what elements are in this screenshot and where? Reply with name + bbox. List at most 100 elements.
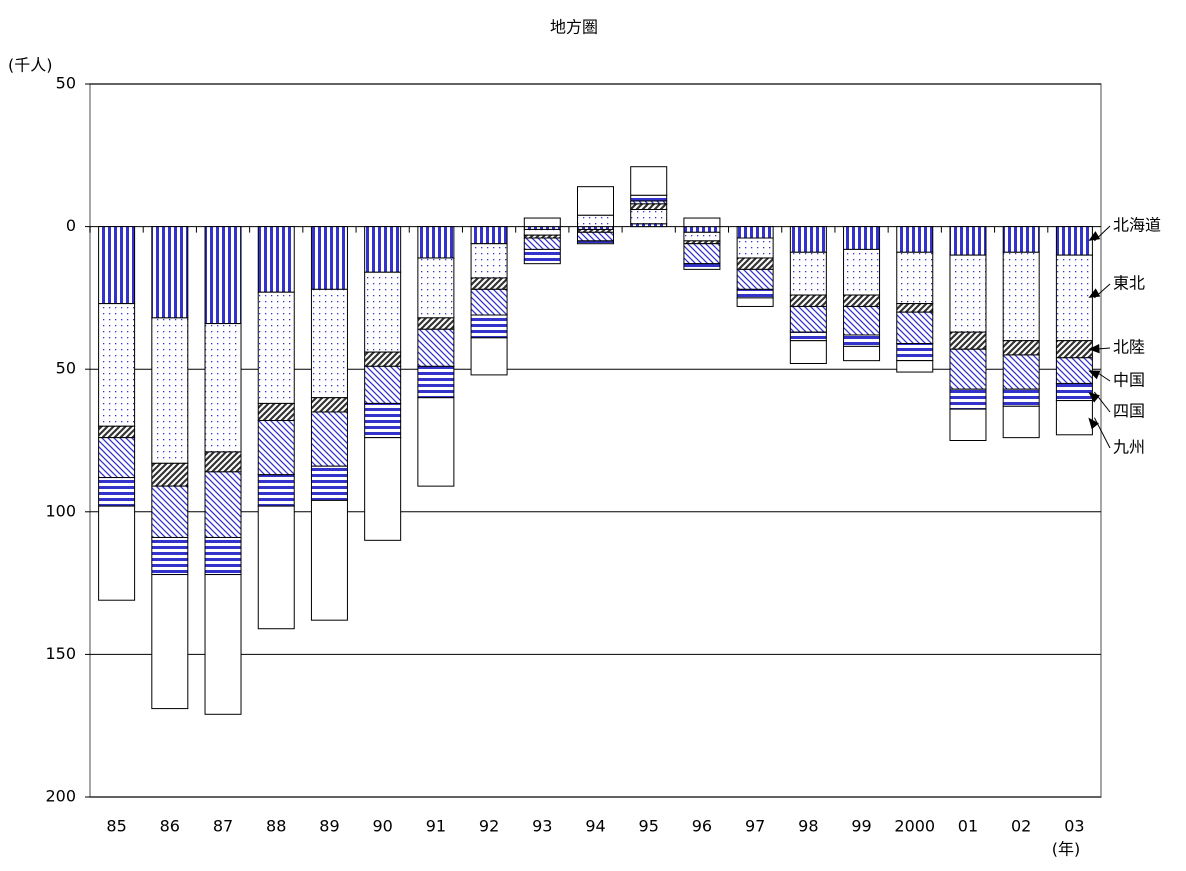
bar-segment [1002, 405, 1040, 439]
bar-segment [1055, 400, 1093, 436]
bar-segment [1002, 354, 1040, 390]
chart-title: 地方圏 [550, 18, 598, 37]
bar-segment [577, 240, 614, 245]
bar-segment [577, 214, 614, 228]
bar-segment [630, 208, 668, 225]
bar-segment [417, 226, 455, 259]
bar-segment [257, 402, 295, 422]
x-tick-label: 94 [585, 817, 605, 836]
bar-segment [204, 226, 242, 325]
bar-segment [364, 437, 402, 541]
bar-segment [310, 411, 348, 467]
legend-arrowhead [1088, 370, 1101, 380]
bar-segment [843, 226, 881, 250]
bar-segment [736, 237, 774, 259]
x-tick-label: 89 [319, 817, 339, 836]
bar-segment [257, 226, 295, 293]
x-tick-label: 92 [479, 817, 499, 836]
bar-segment [523, 217, 561, 228]
bar-segment [257, 291, 295, 404]
bar-segment [151, 462, 189, 487]
bar-segment [1002, 251, 1040, 342]
bar-segment [683, 226, 721, 233]
bar-segment [843, 248, 881, 296]
bar-segment [257, 505, 295, 630]
bar-segment [364, 402, 402, 439]
bar-segment [523, 248, 561, 265]
y-tick-label: 50 [56, 74, 76, 93]
bar-segment [630, 203, 668, 210]
bar-segment [98, 477, 136, 507]
bar-segment [417, 397, 455, 487]
bar-segment [736, 288, 774, 299]
x-tick-label: 88 [266, 817, 286, 836]
bar-segment [98, 425, 136, 439]
bar-segment [736, 226, 774, 239]
bar-segment [1055, 226, 1093, 256]
bar-segment [949, 388, 987, 410]
bar-segment [151, 536, 189, 576]
bar-segment [257, 420, 295, 476]
bar-segment [577, 186, 614, 216]
bar-segment [1002, 226, 1040, 253]
bar-segment [789, 340, 827, 364]
bar-segment [789, 305, 827, 333]
x-tick-label: 01 [958, 817, 978, 836]
bar-segment [417, 317, 455, 330]
x-tick-label: 97 [745, 817, 765, 836]
x-tick-label: 86 [160, 817, 180, 836]
bar-segment [789, 251, 827, 296]
bar-segment [470, 314, 508, 339]
legend-label: 四国 [1113, 402, 1145, 421]
legend-arrowhead [1088, 417, 1099, 430]
y-tick-label: 100 [45, 501, 76, 520]
bar-segment [949, 254, 987, 333]
bar-segment [151, 226, 189, 319]
bar-segment [843, 334, 881, 347]
bar-segment [310, 465, 348, 501]
bar-segment [683, 263, 721, 270]
bar-segment [151, 574, 189, 710]
bar-segment [1055, 357, 1093, 384]
bar-segment [843, 294, 881, 307]
bar-segment [949, 331, 987, 350]
bar-segment [523, 237, 561, 250]
y-tick-label: 0 [66, 216, 76, 235]
bar-segment [417, 328, 455, 367]
bar-segment [630, 194, 668, 202]
bar-segment [204, 574, 242, 715]
bar-segment [364, 271, 402, 353]
bar-segment [523, 228, 561, 236]
bar-segment [470, 288, 508, 316]
bar-segment [310, 499, 348, 621]
bar-segment [736, 297, 774, 307]
bar-segment [1055, 382, 1093, 402]
x-tick-label: 98 [798, 817, 818, 836]
bar-segment [310, 397, 348, 413]
bar-segment [151, 317, 189, 464]
y-tick-label: 200 [45, 787, 76, 806]
bar-segment [577, 231, 614, 242]
bar-segment [683, 217, 721, 228]
bar-segment [896, 311, 934, 345]
legend-label: 中国 [1113, 371, 1145, 390]
legend-arrowhead [1088, 344, 1100, 354]
bar-segment [204, 451, 242, 473]
legend-label: 九州 [1113, 438, 1145, 457]
bar-segment [257, 474, 295, 507]
bar-segment [364, 365, 402, 404]
bar-segment [470, 277, 508, 290]
legend-arrowhead [1088, 231, 1101, 241]
x-tick-label: 02 [1011, 817, 1031, 836]
bar-segment [204, 536, 242, 576]
x-tick-label: 93 [532, 817, 552, 836]
bar-segment [470, 226, 508, 245]
x-tick-label: 95 [639, 817, 659, 836]
bar-segment [98, 505, 136, 601]
bar-segment [310, 288, 348, 399]
bar-segment [204, 471, 242, 538]
x-tick-label: 2000 [894, 817, 935, 836]
x-tick-label: 87 [213, 817, 233, 836]
x-tick-label: 85 [106, 817, 126, 836]
y-axis-label: (千人) [8, 56, 53, 75]
